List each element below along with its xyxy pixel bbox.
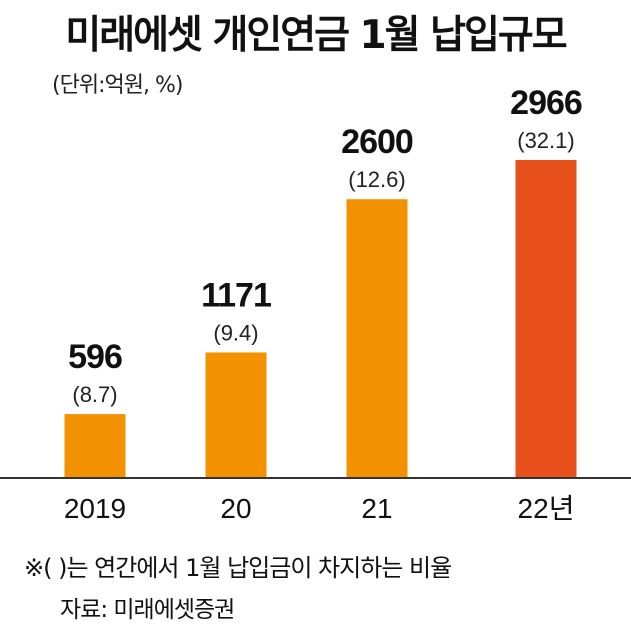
category-label-2: 20	[220, 493, 251, 524]
bar-2	[205, 352, 267, 478]
value-label-3: 2600	[341, 123, 413, 161]
category-label-3: 21	[361, 493, 392, 524]
bar-3	[346, 199, 408, 478]
footnote: ※( )는 연간에서 1월 납입금이 차지하는 비율	[24, 554, 452, 582]
category-label-1: 2019	[64, 493, 126, 524]
bars-group: (8.7) 596 (9.4) 1171 (12.6) 2600 (32.1) 2966	[64, 84, 583, 478]
category-label-4: 22년	[518, 493, 575, 524]
unit-label: (단위:억원, %)	[52, 73, 183, 98]
category-labels: 2019 20 21 22년	[64, 493, 575, 524]
page-title: 미래에셋 개인연금 1월 납입규모	[65, 13, 567, 58]
value-label-1: 596	[68, 338, 122, 376]
share-label-2: (9.4)	[213, 320, 258, 345]
share-label-4: (32.1)	[517, 128, 574, 153]
bar-chart: (8.7) 596 (9.4) 1171 (12.6) 2600 (32.1) 2966 20…	[0, 84, 631, 524]
value-label-2: 1171	[201, 276, 271, 314]
source-note: 자료: 미래에셋증권	[60, 597, 235, 623]
share-label-1: (8.7)	[72, 382, 117, 407]
bar-1	[64, 414, 126, 478]
value-label-4: 2966	[510, 84, 582, 122]
bar-4	[515, 160, 577, 478]
share-label-3: (12.6)	[348, 167, 405, 192]
